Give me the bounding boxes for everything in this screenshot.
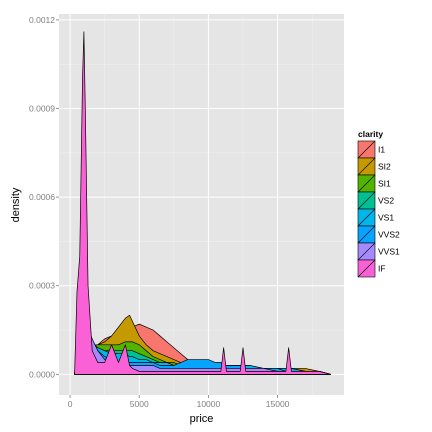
x-tick-label-2: 10000 [197,399,221,409]
legend-label-si2: SI2 [378,162,391,172]
legend-label-if: IF [378,264,386,274]
y-tick-label-3: 0.0009 [29,104,55,114]
legend-key-stroke-vs2 [357,191,376,210]
x-tick-label-3: 15000 [266,399,290,409]
y-tick-label-4: 0.0012 [29,15,55,25]
x-axis-title: price [190,413,214,425]
legend: clarity I1 SI2 SI1 VS2 VS1 VVS2 VVS1 IF [357,129,400,278]
legend-label-vvs1: VVS1 [378,247,400,257]
y-axis-title: density [10,187,22,222]
y-tick-label-1: 0.0003 [29,281,55,291]
y-axis-ticks: 0.0000 0.0003 0.0006 0.0009 0.0012 [29,15,59,379]
legend-label-vs1: VS1 [378,213,394,223]
x-tick-label-1: 5000 [130,399,149,409]
legend-key-stroke-i1 [357,140,376,159]
legend-label-vvs2: VVS2 [378,230,400,240]
legend-label-si1: SI1 [378,179,391,189]
legend-label-vs2: VS2 [378,196,394,206]
density-area-if [74,31,331,375]
legend-title: clarity [358,129,383,139]
x-axis-ticks: 0 5000 10000 15000 [68,395,290,409]
y-tick-label-2: 0.0006 [29,192,55,202]
plot-panel [59,14,344,395]
density-areas [74,31,331,375]
legend-key-stroke-si2 [357,157,376,176]
y-tick-label-0: 0.0000 [29,369,55,379]
legend-key-stroke-vvs1 [357,242,376,261]
legend-key-stroke-vs1 [357,208,376,227]
legend-key-stroke-si1 [357,174,376,193]
legend-label-i1: I1 [378,145,385,155]
x-tick-label-0: 0 [68,399,73,409]
legend-key-stroke-vvs2 [357,225,376,244]
legend-key-stroke-if [357,259,376,278]
